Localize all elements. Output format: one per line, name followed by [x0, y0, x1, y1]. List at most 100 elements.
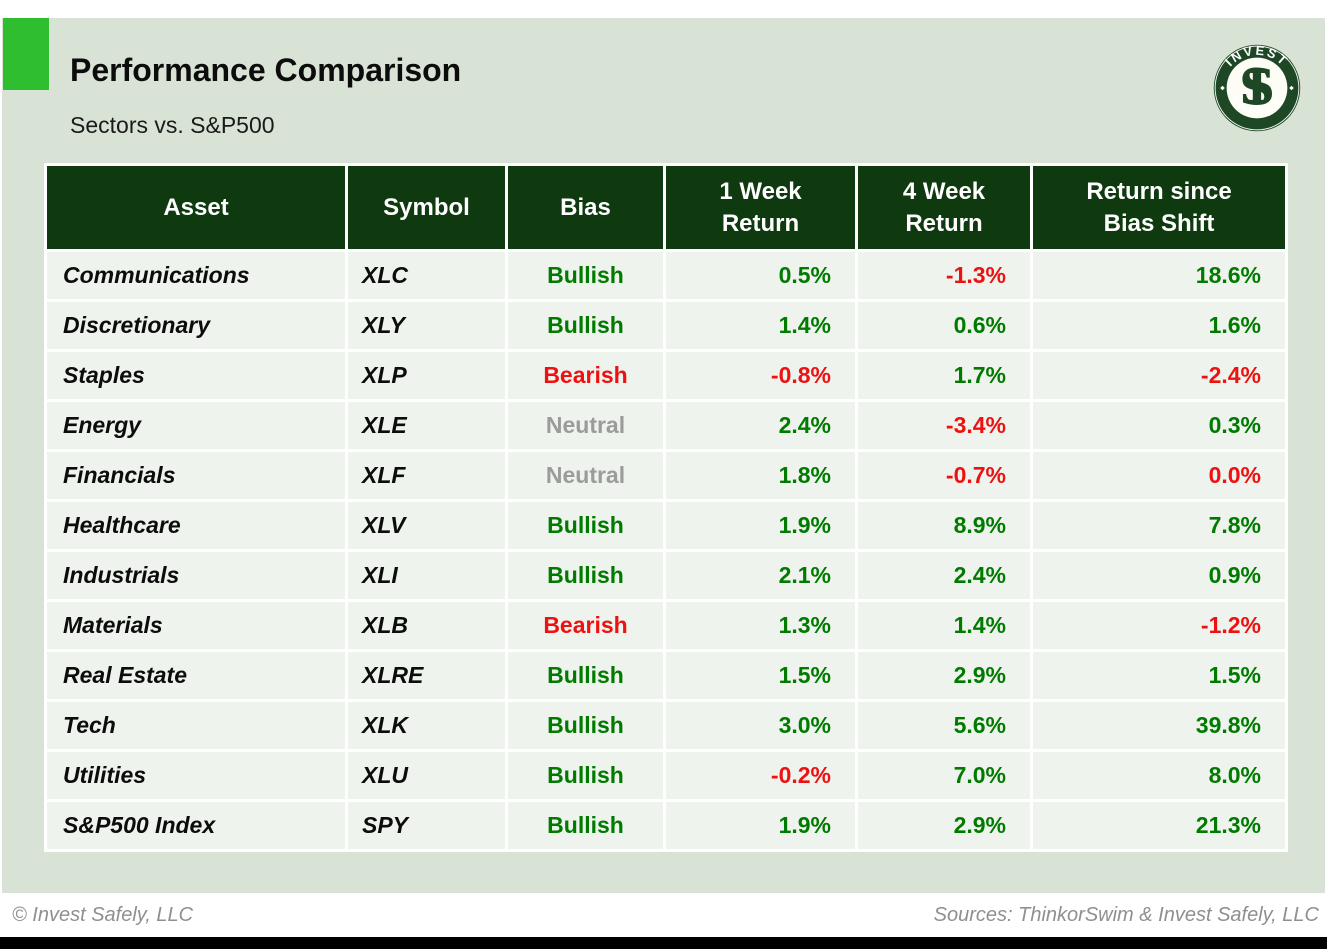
cell-return-since-bias-shift: 1.5% — [1030, 649, 1288, 702]
table-header-row: Asset Symbol Bias 1 Week Return 4 Week Retur… — [44, 163, 1288, 252]
cell-return-since-bias-shift: 0.9% — [1030, 549, 1288, 602]
logo-diamond-left — [1220, 85, 1225, 91]
cell-bias: Bearish — [505, 349, 666, 402]
cell-1-week-return: 0.5% — [663, 249, 858, 302]
page-title: Performance Comparison — [70, 52, 462, 88]
logo-diamond-right — [1289, 85, 1294, 91]
cell-bias: Bullish — [505, 699, 666, 752]
cell-1-week-return: 1.4% — [663, 299, 858, 352]
footer-copyright: © Invest Safely, LLC — [12, 903, 194, 926]
cell-4-week-return: -1.3% — [855, 249, 1033, 302]
top-margin-strip — [0, 0, 1327, 18]
cell-1-week-return: 1.8% — [663, 449, 858, 502]
cell-1-week-return: 1.9% — [663, 799, 858, 852]
cell-bias: Bullish — [505, 799, 666, 852]
cell-return-since-bias-shift: -1.2% — [1030, 599, 1288, 652]
cell-bias: Bullish — [505, 749, 666, 802]
cell-return-since-bias-shift: -2.4% — [1030, 349, 1288, 402]
cell-bias: Bullish — [505, 249, 666, 302]
cell-4-week-return: 5.6% — [855, 699, 1033, 752]
cell-1-week-return: -0.8% — [663, 349, 858, 402]
cell-asset: Utilities — [44, 749, 348, 802]
cell-symbol: SPY — [345, 799, 508, 852]
performance-table-wrap: Asset Symbol Bias 1 Week Return 4 Week Retur… — [44, 163, 1288, 852]
table-row-xlre: Real Estate XLRE Bullish 1.5% 2.9% 1.5% — [44, 649, 1288, 702]
table-row-xle: Energy XLE Neutral 2.4% -3.4% 0.3% — [44, 399, 1288, 452]
cell-bias: Bullish — [505, 549, 666, 602]
column-header-asset: Asset — [44, 163, 348, 252]
cell-4-week-return: 7.0% — [855, 749, 1033, 802]
cell-symbol: XLC — [345, 249, 508, 302]
invest-safely-logo: INVEST SAFELY S I — [1213, 43, 1301, 132]
cell-asset: Healthcare — [44, 499, 348, 552]
cell-bias: Bullish — [505, 649, 666, 702]
cell-1-week-return: 1.5% — [663, 649, 858, 702]
cell-asset: Industrials — [44, 549, 348, 602]
cell-bias: Bullish — [505, 299, 666, 352]
accent-square — [3, 18, 49, 90]
table-row-xly: Discretionary XLY Bullish 1.4% 0.6% 1.6% — [44, 299, 1288, 352]
cell-4-week-return: 2.9% — [855, 649, 1033, 702]
cell-symbol: XLY — [345, 299, 508, 352]
table-row-xlp: Staples XLP Bearish -0.8% 1.7% -2.4% — [44, 349, 1288, 402]
cell-4-week-return: 2.9% — [855, 799, 1033, 852]
logo-inner-circle — [1226, 57, 1288, 119]
table-row-xlf: Financials XLF Neutral 1.8% -0.7% 0.0% — [44, 449, 1288, 502]
cell-4-week-return: 0.6% — [855, 299, 1033, 352]
cell-1-week-return: 1.9% — [663, 499, 858, 552]
cell-4-week-return: 2.4% — [855, 549, 1033, 602]
logo-monogram-s: S — [1239, 58, 1275, 117]
cell-symbol: XLP — [345, 349, 508, 402]
table-row-spy: S&P500 Index SPY Bullish 1.9% 2.9% 21.3% — [44, 799, 1288, 852]
cell-symbol: XLK — [345, 699, 508, 752]
cell-asset: Communications — [44, 249, 348, 302]
cell-return-since-bias-shift: 8.0% — [1030, 749, 1288, 802]
cell-symbol: XLB — [345, 599, 508, 652]
cell-asset: Materials — [44, 599, 348, 652]
cell-bias: Bearish — [505, 599, 666, 652]
cell-return-since-bias-shift: 7.8% — [1030, 499, 1288, 552]
cell-bias: Neutral — [505, 399, 666, 452]
cell-symbol: XLV — [345, 499, 508, 552]
performance-table: Asset Symbol Bias 1 Week Return 4 Week Retur… — [44, 163, 1288, 852]
cell-asset: Discretionary — [44, 299, 348, 352]
cell-1-week-return: 1.3% — [663, 599, 858, 652]
table-row-xlc: Communications XLC Bullish 0.5% -1.3% 18.6% — [44, 249, 1288, 302]
column-header-1-week-return: 1 Week Return — [663, 163, 858, 252]
table-row-xlv: Healthcare XLV Bullish 1.9% 8.9% 7.8% — [44, 499, 1288, 552]
cell-1-week-return: 2.4% — [663, 399, 858, 452]
cell-asset: Tech — [44, 699, 348, 752]
cell-asset: S&P500 Index — [44, 799, 348, 852]
footer-sources: Sources: ThinkorSwim & Invest Safely, LL… — [933, 903, 1319, 926]
cell-symbol: XLF — [345, 449, 508, 502]
page-subtitle: Sectors vs. S&P500 — [70, 112, 275, 138]
cell-1-week-return: 2.1% — [663, 549, 858, 602]
column-header-return-since-bias-shift: Return since Bias Shift — [1030, 163, 1288, 252]
cell-bias: Bullish — [505, 499, 666, 552]
column-header-symbol: Symbol — [345, 163, 508, 252]
cell-4-week-return: 8.9% — [855, 499, 1033, 552]
cell-4-week-return: 1.7% — [855, 349, 1033, 402]
cell-4-week-return: -0.7% — [855, 449, 1033, 502]
table-row-xlu: Utilities XLU Bullish -0.2% 7.0% 8.0% — [44, 749, 1288, 802]
cell-asset: Energy — [44, 399, 348, 452]
table-row-xlb: Materials XLB Bearish 1.3% 1.4% -1.2% — [44, 599, 1288, 652]
cell-return-since-bias-shift: 21.3% — [1030, 799, 1288, 852]
cell-symbol: XLRE — [345, 649, 508, 702]
cell-bias: Neutral — [505, 449, 666, 502]
cell-symbol: XLU — [345, 749, 508, 802]
footer: © Invest Safely, LLC Sources: ThinkorSwi… — [0, 893, 1327, 937]
cell-return-since-bias-shift: 1.6% — [1030, 299, 1288, 352]
cell-return-since-bias-shift: 0.0% — [1030, 449, 1288, 502]
column-header-bias: Bias — [505, 163, 666, 252]
column-header-4-week-return: 4 Week Return — [855, 163, 1033, 252]
cell-asset: Real Estate — [44, 649, 348, 702]
table-row-xlk: Tech XLK Bullish 3.0% 5.6% 39.8% — [44, 699, 1288, 752]
cell-return-since-bias-shift: 18.6% — [1030, 249, 1288, 302]
slide-background: Performance Comparison Sectors vs. S&P50… — [2, 18, 1325, 893]
table-row-xli: Industrials XLI Bullish 2.1% 2.4% 0.9% — [44, 549, 1288, 602]
cell-symbol: XLI — [345, 549, 508, 602]
cell-symbol: XLE — [345, 399, 508, 452]
bottom-black-bar — [0, 937, 1327, 949]
cell-4-week-return: 1.4% — [855, 599, 1033, 652]
